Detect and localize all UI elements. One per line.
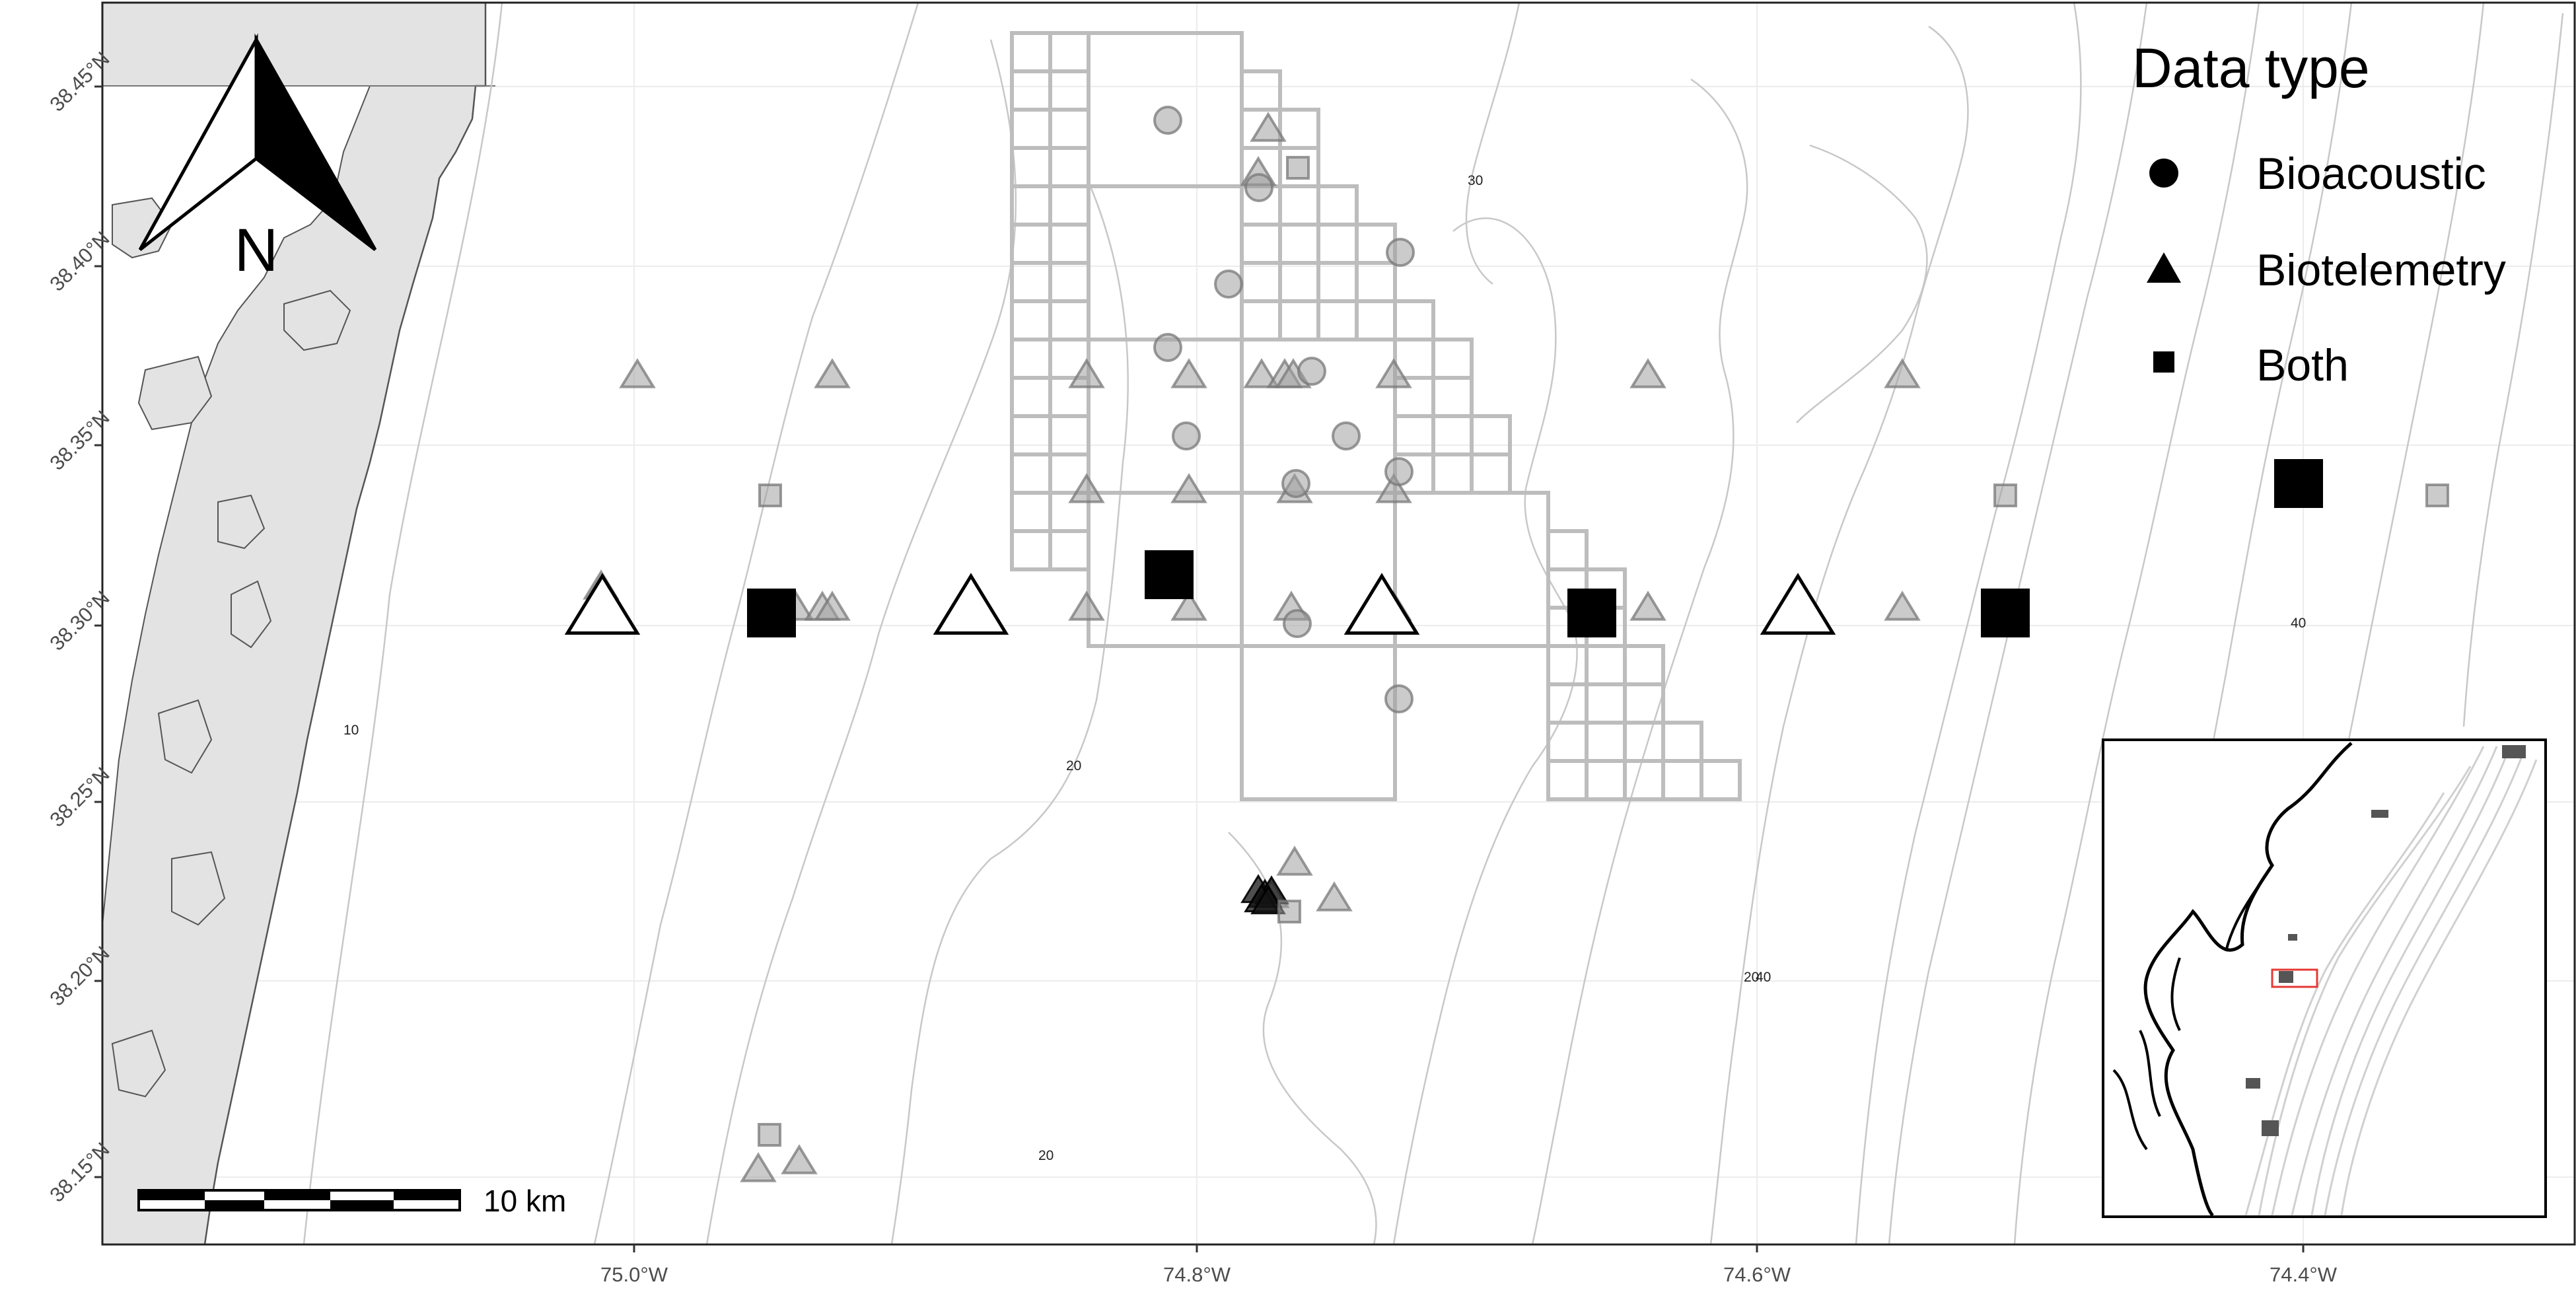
contour-label: 20	[1066, 758, 1081, 774]
contour-label: 40	[1756, 970, 1771, 985]
bioacoustic-marker	[1384, 457, 1413, 486]
both-marker	[758, 1123, 781, 1147]
bioacoustic-marker	[1153, 106, 1182, 135]
bioacoustic-marker	[1172, 421, 1201, 450]
bioacoustic-marker	[1297, 357, 1326, 386]
x-axis: 75.0°W 74.8°W 74.6°W 74.4°W	[600, 1244, 2338, 1286]
contour-label: 20	[1744, 970, 1759, 985]
grid-block	[1240, 644, 1397, 801]
biotelemetry-marker	[1316, 881, 1353, 912]
biotelemetry-marker	[1170, 591, 1207, 621]
x-tick-label: 74.8°W	[1163, 1263, 1231, 1286]
both-marker	[1981, 589, 2030, 637]
x-tick-label: 75.0°W	[600, 1263, 668, 1286]
both-marker	[747, 589, 796, 637]
grid-cell	[1699, 759, 1742, 801]
inset-map	[2102, 738, 2547, 1218]
both-marker	[1277, 900, 1301, 923]
legend: Data type Bioacoustic Biotelemetry Both	[2132, 37, 2506, 390]
inset-extent-box	[2271, 968, 2318, 988]
biotelemetry-marker	[1170, 473, 1207, 503]
biotelemetry-marker	[1884, 358, 1921, 388]
bioacoustic-marker	[1214, 270, 1243, 299]
biotelemetry-marker	[619, 358, 656, 388]
map-panel: 10 20 20 20 30 40 40	[101, 1, 2576, 1246]
bioacoustic-marker	[1384, 684, 1413, 713]
biotelemetry-marker	[1276, 846, 1313, 876]
both-marker	[1145, 550, 1194, 599]
biotelemetry-marker	[1375, 473, 1412, 503]
x-tick-label: 74.4°W	[2270, 1263, 2338, 1286]
legend-triangle-icon	[2147, 252, 2181, 283]
both-marker	[2425, 484, 2449, 507]
bioacoustic-marker	[1153, 333, 1182, 362]
both-marker	[1993, 484, 2017, 507]
biotelemetry-marker	[1170, 358, 1207, 388]
legend-label: Biotelemetry	[2256, 245, 2506, 295]
biotelemetry-marker	[781, 1144, 818, 1174]
bioacoustic-marker	[1244, 173, 1273, 202]
biotelemetry-marker	[1068, 473, 1105, 503]
contour-label: 40	[2291, 616, 2306, 631]
both-marker	[2274, 459, 2323, 508]
biotelemetry-marker	[564, 573, 641, 635]
scale-bar-icon: 10 km	[137, 1184, 566, 1218]
contour-labels: 10 20 20 20 30 40 40	[343, 173, 2306, 1163]
biotelemetry-marker	[1629, 591, 1666, 621]
biotelemetry-marker	[1068, 591, 1105, 621]
legend-label: Both	[2256, 340, 2349, 390]
biotelemetry-marker	[1343, 573, 1420, 635]
contour-label: 20	[1038, 1148, 1054, 1163]
scale-label: 10 km	[483, 1184, 566, 1218]
biotelemetry-marker	[1629, 358, 1666, 388]
both-marker	[1286, 156, 1310, 180]
bioacoustic-marker	[1332, 421, 1361, 450]
station-markers	[564, 106, 2449, 1182]
x-tick-label: 74.6°W	[1723, 1263, 1791, 1286]
biotelemetry-marker	[814, 591, 851, 621]
biotelemetry-marker	[933, 573, 1009, 635]
legend-title: Data type	[2132, 37, 2370, 99]
bioacoustic-marker	[1386, 238, 1415, 267]
biotelemetry-marker	[1760, 573, 1836, 635]
grid-cell	[1470, 452, 1512, 495]
biotelemetry-marker	[1884, 591, 1921, 621]
north-label: N	[234, 217, 278, 284]
bioacoustic-marker	[1283, 609, 1312, 638]
north-arrow-icon: N	[138, 33, 377, 284]
biotelemetry-marker	[1250, 885, 1286, 915]
bioacoustic-marker	[1281, 469, 1310, 498]
biotelemetry-marker	[814, 358, 851, 388]
legend-circle-icon	[2149, 159, 2178, 188]
biotelemetry-marker	[1375, 358, 1412, 388]
biotelemetry-marker	[1250, 112, 1287, 142]
both-marker	[1567, 589, 1616, 637]
contour-label: 30	[1468, 173, 1483, 188]
biotelemetry-marker	[1243, 358, 1280, 388]
legend-label: Bioacoustic	[2256, 149, 2486, 199]
biotelemetry-marker	[740, 1152, 777, 1182]
contour-label: 10	[343, 723, 359, 738]
survey-grid	[1010, 31, 1742, 801]
both-marker	[758, 484, 782, 507]
legend-square-icon	[2153, 351, 2174, 373]
biotelemetry-marker	[1068, 358, 1105, 388]
